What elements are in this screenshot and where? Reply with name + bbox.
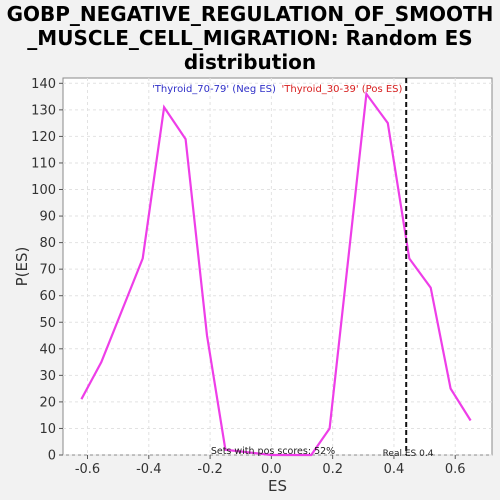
x-tick-label: -0.6 (75, 462, 100, 477)
chart-title-line-2: _MUSCLE_CELL_MIGRATION: Random ES (27, 26, 473, 50)
x-tick-label: 0.2 (322, 462, 343, 477)
axis-ticks: 0 10 20 30 40 50 60 70 80 90 100 110 120 130 140 -0.6 -0… (31, 77, 465, 477)
y-tick-label: 10 (39, 422, 56, 437)
y-tick-label: 0 (48, 449, 56, 464)
real-es-label: Real ES 0.4 (383, 449, 434, 459)
y-tick-label: 30 (39, 369, 56, 384)
y-tick-label: 140 (31, 77, 56, 92)
y-tick-label: 80 (39, 236, 56, 251)
y-tick-label: 20 (39, 395, 56, 410)
y-tick-label: 120 (31, 130, 56, 145)
neg-es-label: 'Thyroid_70-79' (Neg ES) (152, 84, 276, 95)
x-tick-label: 0.4 (384, 462, 405, 477)
x-tick-label: 0.0 (261, 462, 282, 477)
y-tick-label: 110 (31, 156, 56, 171)
x-tick-label: -0.4 (136, 462, 161, 477)
chart-title-line-3: distribution (183, 50, 317, 74)
chart-title-line-1: GOBP_NEGATIVE_REGULATION_OF_SMOOTH (6, 2, 494, 26)
y-tick-label: 60 (39, 289, 56, 304)
x-axis-label: ES (268, 477, 287, 495)
y-tick-label: 130 (31, 103, 56, 118)
y-tick-label: 70 (39, 263, 56, 278)
sets-pos-scores-label: Sets with pos scores: 52% (211, 446, 335, 457)
plot-background (62, 77, 493, 456)
series-line (80, 90, 472, 457)
y-axis-label: P(ES) (13, 247, 31, 287)
pos-es-label: 'Thyroid_30-39' (Pos ES) (282, 84, 403, 95)
x-tick-label: -0.2 (197, 462, 222, 477)
x-tick-label: 0.6 (445, 462, 466, 477)
y-tick-label: 40 (39, 342, 56, 357)
y-tick-label: 90 (39, 210, 56, 225)
y-tick-label: 100 (31, 183, 56, 198)
y-tick-label: 50 (39, 316, 56, 331)
